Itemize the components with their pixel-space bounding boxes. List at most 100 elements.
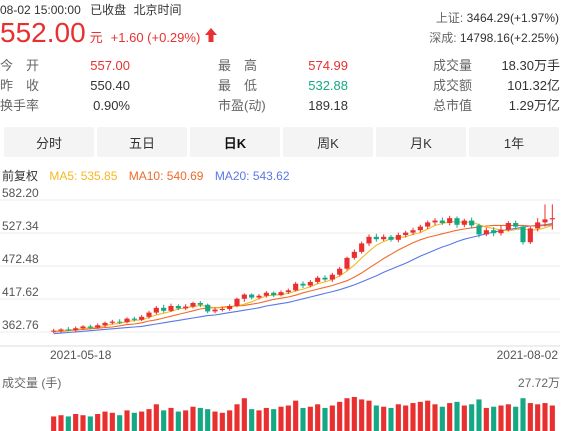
y-tick-label: 582.20 bbox=[2, 188, 39, 200]
candle-body bbox=[344, 257, 350, 269]
stats-col-1: 今 开 557.00 昨 收 550.40 换手率 0.90% bbox=[0, 56, 130, 116]
stat-label: 今 开 bbox=[0, 58, 40, 73]
candle-body bbox=[505, 222, 511, 230]
volume-bar bbox=[153, 404, 159, 431]
price-change: +1.60 (+0.29%) bbox=[110, 30, 201, 45]
timezone-label: 北京时间 bbox=[133, 3, 182, 17]
candle-body bbox=[131, 318, 137, 320]
volume-header: 成交量 (手) 27.72万 bbox=[2, 374, 560, 391]
candle-body bbox=[315, 277, 321, 282]
volume-bar bbox=[513, 406, 519, 431]
candle-body bbox=[241, 294, 247, 299]
volume-bar bbox=[542, 403, 548, 431]
volume-bar bbox=[322, 407, 328, 431]
candle-body bbox=[234, 298, 240, 306]
candle-body bbox=[139, 316, 145, 320]
candle-body bbox=[491, 230, 497, 234]
candle-body bbox=[117, 321, 123, 323]
index-sz[interactable]: 深成: 14798.16(+2.25%) bbox=[429, 28, 559, 48]
volume-bar bbox=[425, 400, 431, 431]
candle-body bbox=[439, 220, 445, 223]
stat-value: 557.00 bbox=[90, 58, 130, 73]
stat-value: 1.29万亿 bbox=[508, 98, 560, 113]
stat-open: 今 开 557.00 bbox=[0, 56, 130, 76]
volume-bar bbox=[366, 400, 372, 431]
index-sz-label: 深成: bbox=[429, 31, 457, 45]
volume-bar bbox=[212, 411, 218, 431]
candle-body bbox=[322, 277, 328, 280]
volume-max: 27.72万 bbox=[517, 376, 560, 390]
stat-label: 最 高 bbox=[218, 58, 258, 73]
current-price: 552.00 bbox=[0, 17, 86, 48]
volume-bar bbox=[219, 412, 225, 431]
volume-bar bbox=[337, 401, 343, 431]
price-block: 552.00 元 +1.60 (+0.29%) bbox=[0, 17, 218, 49]
volume-bar bbox=[197, 407, 203, 431]
candle-body bbox=[366, 236, 372, 244]
volume-bar bbox=[183, 410, 189, 431]
y-tick-label: 472.48 bbox=[2, 252, 39, 266]
candlestick-chart[interactable]: 582.20 527.34 472.48 417.62 362.76 2021-05-18… bbox=[0, 188, 563, 368]
index-sh[interactable]: 上证: 3464.29(+1.97%) bbox=[429, 8, 559, 28]
volume-bar bbox=[205, 409, 211, 431]
candle-body bbox=[73, 328, 79, 331]
volume-bar bbox=[190, 406, 196, 431]
candle-body bbox=[51, 330, 57, 332]
ma20-label: MA20: 543.62 bbox=[214, 169, 290, 183]
candle-body bbox=[425, 222, 431, 227]
volume-bar bbox=[293, 400, 299, 431]
volume-bar bbox=[139, 411, 145, 431]
x-start-label: 2021-05-18 bbox=[50, 348, 112, 362]
stat-label: 成交量 bbox=[433, 58, 473, 73]
index-sz-value: 14798.16(+2.25%) bbox=[459, 31, 559, 45]
candle-body bbox=[278, 292, 284, 296]
candle-body bbox=[87, 326, 93, 328]
volume-bar bbox=[410, 403, 416, 431]
volume-bar bbox=[278, 406, 284, 431]
candle-body bbox=[520, 226, 526, 243]
candle-body bbox=[535, 222, 541, 229]
volume-bar bbox=[227, 410, 233, 431]
candle-body bbox=[249, 294, 255, 298]
adjust-mode[interactable]: 前复权 bbox=[2, 169, 39, 183]
candle-body bbox=[403, 232, 409, 236]
candle-body bbox=[513, 222, 519, 227]
volume-bar bbox=[439, 406, 445, 431]
volume-bar bbox=[469, 404, 475, 431]
stat-value: 532.88 bbox=[308, 78, 348, 93]
volume-bar bbox=[483, 407, 489, 431]
volume-bar bbox=[161, 410, 167, 431]
volume-bar bbox=[344, 398, 350, 431]
stat-value: 18.30万手 bbox=[501, 58, 560, 73]
period-tabs: 分时 五日 日K 周K 月K 1年 bbox=[4, 127, 559, 157]
quote-datetime: 08-02 15:00:00 已收盘 北京时间 bbox=[0, 1, 181, 18]
tab-1year[interactable]: 1年 bbox=[469, 127, 559, 157]
volume-bar bbox=[263, 407, 269, 431]
volume-label: 成交量 (手) bbox=[2, 376, 62, 390]
candle-body bbox=[549, 218, 555, 220]
candle-body bbox=[307, 281, 313, 286]
volume-bar bbox=[315, 404, 321, 431]
volume-bar bbox=[403, 405, 409, 431]
stats-col-3: 成交量 18.30万手 成交额 101.32亿 总市值 1.29万亿 bbox=[433, 56, 560, 116]
tab-monthly-k[interactable]: 月K bbox=[376, 127, 466, 157]
candle-body bbox=[417, 226, 423, 231]
stat-value: 574.99 bbox=[308, 58, 348, 73]
candle-body bbox=[300, 283, 306, 286]
candle-body bbox=[109, 321, 115, 323]
volume-bar bbox=[505, 404, 511, 431]
volume-bar bbox=[329, 405, 335, 431]
tab-5day[interactable]: 五日 bbox=[97, 127, 187, 157]
tab-weekly-k[interactable]: 周K bbox=[283, 127, 373, 157]
tab-intraday[interactable]: 分时 bbox=[4, 127, 94, 157]
market-status: 已收盘 bbox=[90, 3, 127, 17]
y-tick-label: 417.62 bbox=[2, 285, 39, 299]
volume-bar bbox=[498, 405, 504, 431]
candle-body bbox=[175, 305, 181, 309]
tab-daily-k[interactable]: 日K bbox=[190, 127, 280, 157]
candle-body bbox=[359, 243, 365, 252]
candle-body bbox=[285, 290, 291, 293]
volume-chart[interactable] bbox=[0, 392, 563, 431]
volume-bar bbox=[58, 415, 64, 431]
volume-bar bbox=[388, 407, 394, 431]
